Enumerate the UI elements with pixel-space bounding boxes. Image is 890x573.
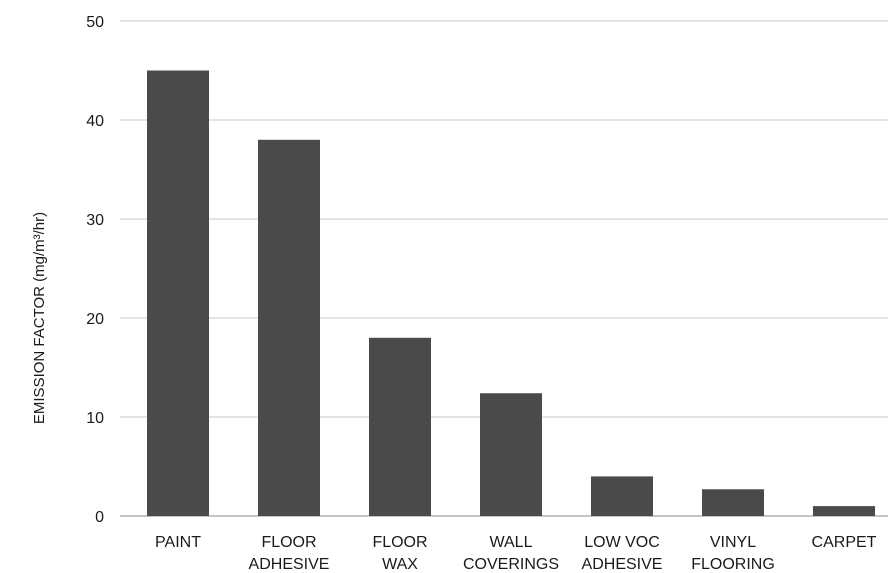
bar (369, 337, 431, 516)
x-category-label: PAINT (155, 534, 201, 551)
x-category-label-line: FLOOR (372, 534, 427, 551)
x-category-label-line: WALL (490, 534, 533, 551)
x-category-label-line: ADHESIVE (249, 556, 330, 573)
bars (147, 70, 875, 517)
x-category-label: WALL COVERINGS (463, 534, 559, 573)
x-category-label: VINYL FLOORING (691, 534, 775, 573)
bar (480, 393, 542, 516)
y-axis-ticks: 0 10 20 30 40 50 (86, 14, 104, 526)
x-category-label: FLOOR ADHESIVE (249, 534, 330, 573)
bar (258, 139, 320, 517)
y-tick-label: 10 (86, 410, 104, 427)
x-category-label: CARPET (812, 534, 877, 551)
y-axis-title: EMISSION FACTOR (mg/m³/hr) (31, 212, 48, 424)
bar (591, 476, 653, 516)
y-tick-label: 50 (86, 14, 104, 31)
x-category-label: FLOOR WAX (372, 534, 427, 573)
x-category-label-line: LOW VOC (584, 534, 660, 551)
x-category-label-line: PAINT (155, 534, 201, 551)
y-tick-label: 20 (86, 311, 104, 328)
x-category-label-line: FLOORING (691, 556, 775, 573)
y-tick-label: 40 (86, 113, 104, 130)
x-category-label: LOW VOC ADHESIVE (582, 534, 663, 573)
x-category-label-line: CARPET (812, 534, 877, 551)
x-category-label-line: VINYL (710, 534, 756, 551)
bar (702, 489, 764, 516)
x-category-label-line: COVERINGS (463, 556, 559, 573)
x-axis-labels: PAINT FLOOR ADHESIVE FLOOR WAX WALL COVERINGS L… (155, 534, 877, 573)
x-category-label-line: WAX (382, 556, 418, 573)
x-category-label-line: FLOOR (261, 534, 316, 551)
bar (147, 70, 209, 516)
y-tick-label: 30 (86, 212, 104, 229)
bar (813, 506, 875, 516)
x-category-label-line: ADHESIVE (582, 556, 663, 573)
y-tick-label: 0 (95, 509, 104, 526)
